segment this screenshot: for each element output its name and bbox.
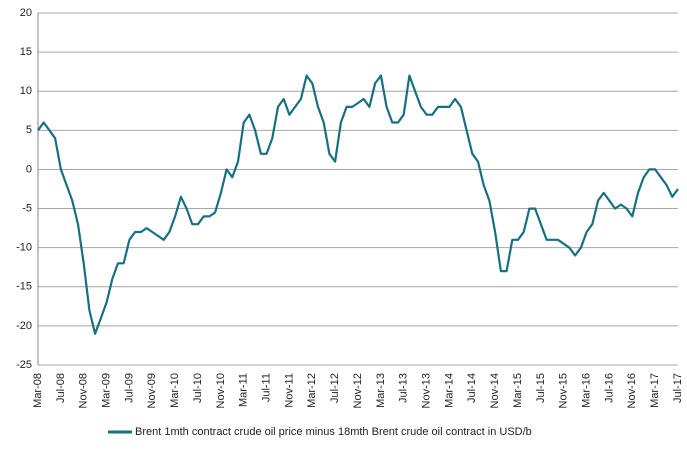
x-tick-label: Mar-14 (443, 373, 455, 408)
y-tick-label: 0 (26, 163, 32, 175)
x-tick-label: Nov-13 (420, 373, 432, 408)
y-tick-label: -10 (16, 242, 32, 254)
x-tick-label: Jul-15 (535, 373, 547, 403)
x-tick-label: Nov-16 (626, 373, 638, 408)
x-tick-label: Nov-11 (283, 373, 295, 408)
x-tick-label: Mar-15 (512, 373, 524, 408)
x-tick-label: Jul-17 (672, 373, 684, 403)
x-tick-label: Mar-09 (100, 373, 112, 408)
y-tick-label: -5 (22, 202, 32, 214)
x-tick-label: Mar-16 (580, 373, 592, 408)
y-tick-label: -25 (16, 359, 32, 371)
x-tick-label: Nov-15 (558, 373, 570, 408)
x-tick-label: Nov-10 (215, 373, 227, 408)
x-tick-label: Mar-13 (375, 373, 387, 408)
x-tick-label: Jul-13 (398, 373, 410, 403)
x-tick-label: Jul-16 (603, 373, 615, 403)
x-tick-label: Mar-11 (238, 373, 250, 407)
x-tick-label: Jul-14 (466, 373, 478, 403)
y-tick-label: 10 (20, 85, 32, 97)
y-tick-label: 15 (20, 46, 32, 58)
line (37, 74, 679, 335)
y-tick-label: -15 (16, 281, 32, 293)
x-tick-label: Mar-17 (649, 373, 661, 408)
x-tick-label: Nov-08 (78, 373, 90, 408)
x-tick-label: Mar-10 (169, 373, 181, 408)
legend-label: Brent 1mth contract crude oil price minu… (135, 426, 532, 438)
x-tick-label: Jul-10 (192, 373, 204, 403)
y-tick-label: 5 (26, 124, 32, 136)
y-tick-label: -20 (16, 320, 32, 332)
x-tick-label: Jul-09 (123, 373, 135, 403)
x-tick-label: Jul-08 (55, 373, 67, 403)
x-tick-label: Jul-11 (260, 373, 272, 402)
x-tick-label: Jul-12 (329, 373, 341, 403)
x-tick-label: Mar-08 (32, 373, 44, 408)
y-tick-label: 20 (20, 7, 32, 19)
x-tick-label: Mar-12 (306, 373, 318, 408)
x-tick-label: Nov-14 (489, 373, 501, 408)
x-tick-label: Nov-09 (146, 373, 158, 408)
x-tick-label: Nov-12 (352, 373, 364, 408)
